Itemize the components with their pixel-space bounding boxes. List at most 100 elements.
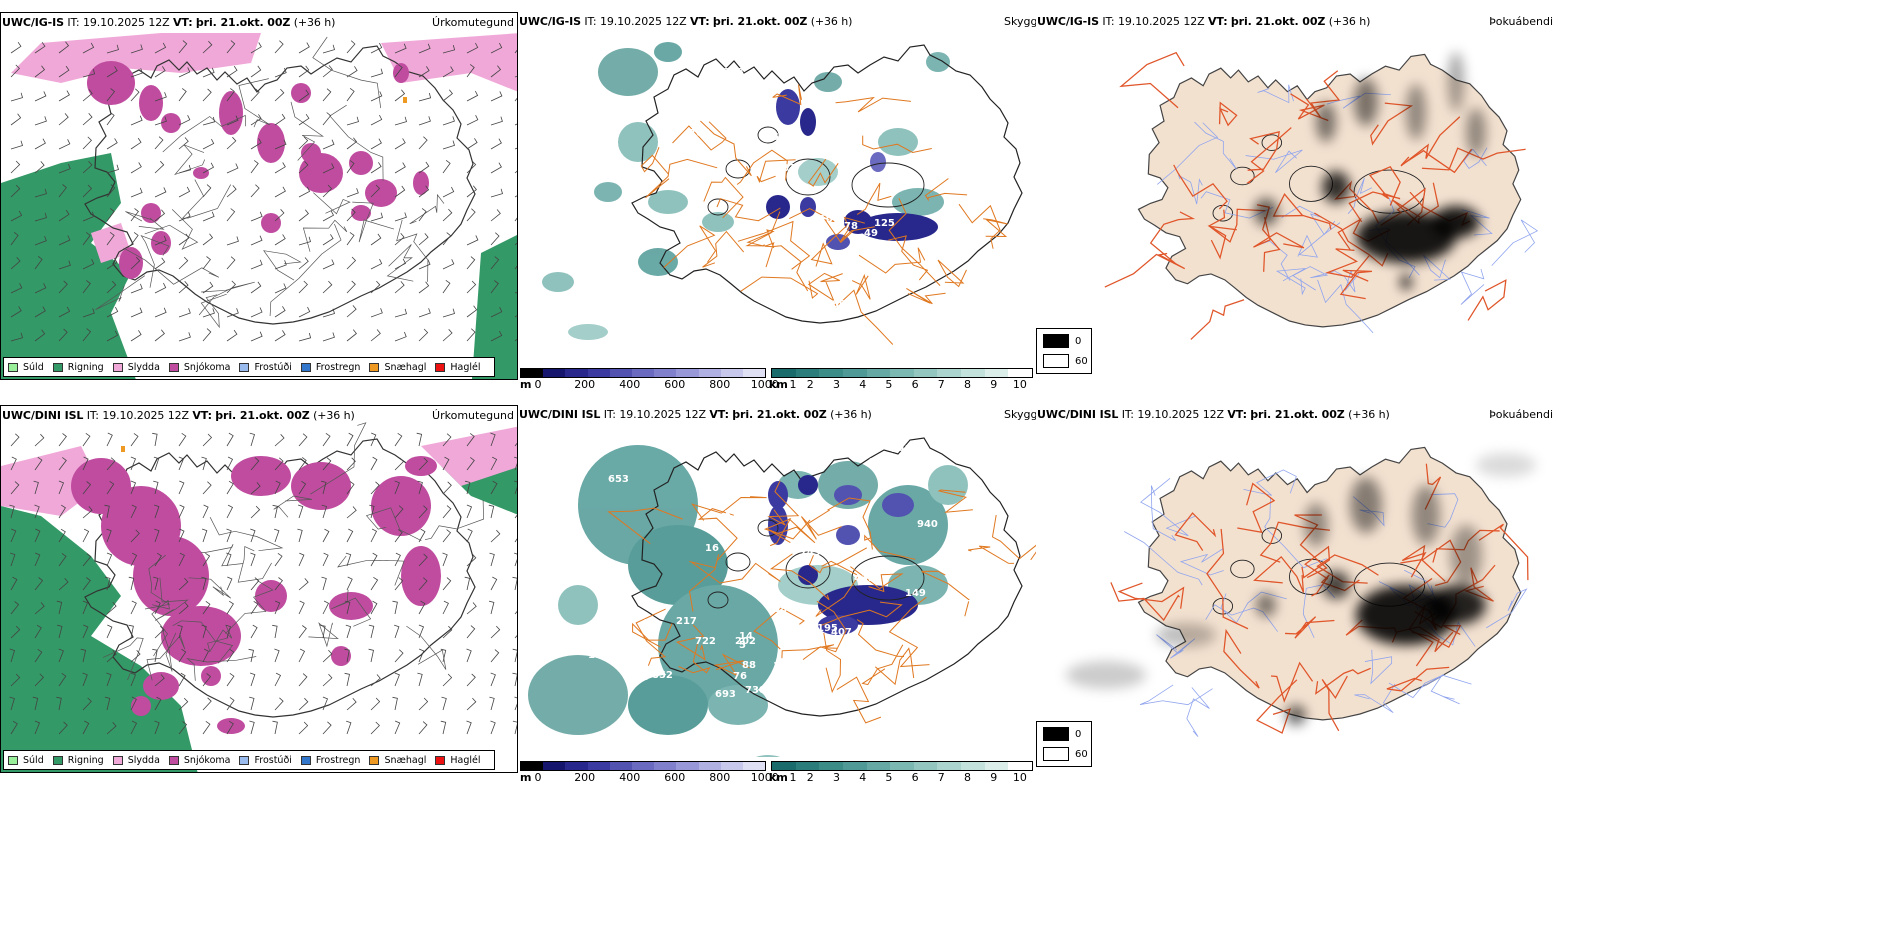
- wind-barb: [370, 528, 378, 543]
- wind-barb: [226, 163, 239, 174]
- wind-barb: [322, 600, 330, 615]
- colorbar-segment: [842, 762, 867, 770]
- legend-item: Frostúði: [239, 362, 292, 373]
- road-line: [302, 219, 348, 252]
- wind-barb: [418, 697, 429, 711]
- wind-barb: [34, 720, 41, 735]
- legend-item: Súld: [8, 362, 44, 373]
- legend-swatch: [8, 362, 18, 372]
- wind-barb: [34, 255, 43, 270]
- cloud-base-colorbar: 0 200 400 600 800 1000 m: [520, 368, 779, 392]
- wind-barb: [344, 648, 350, 663]
- wind-barb: [154, 160, 165, 174]
- colorbar-segment: [1008, 762, 1033, 770]
- colorbar-tick: 6: [911, 378, 919, 391]
- wind-barb: [417, 672, 423, 687]
- wind-barb: [58, 648, 64, 663]
- fog-indicator-map: [1104, 51, 1539, 340]
- wind-barb: [514, 552, 517, 567]
- road-line: [1339, 269, 1373, 300]
- wind-barb: [58, 113, 69, 126]
- wind-barb: [490, 65, 502, 78]
- wind-barb: [106, 306, 119, 318]
- road-line: [858, 247, 926, 274]
- colorbar-tick: 1000: [750, 771, 779, 784]
- legend-item: Snæhagl: [369, 362, 426, 373]
- road-line: [691, 562, 781, 584]
- wind-barb: [10, 231, 19, 246]
- cloud-base-patch: [800, 197, 816, 217]
- wind-barb: [442, 208, 453, 222]
- road-line: [839, 216, 875, 243]
- snow-patch: [133, 536, 209, 616]
- precip-type-map-panel-2[interactable]: UWC/DINI ISL IT: 19.10.2025 12Z VT: þri.…: [0, 405, 518, 773]
- cloud-visibility-map-panel-1[interactable]: 99 276 287 218 173 63 765 255 300 250 160 78 87 87 125…: [518, 12, 1038, 364]
- road-line: [162, 114, 246, 153]
- snow-area: [71, 456, 441, 734]
- wind-barb: [34, 552, 41, 567]
- precip-type-map-panel-1[interactable]: UWC/IG-IS IT: 19.10.2025 12Z VT: þri. 21…: [0, 12, 518, 380]
- road-line: [807, 158, 839, 187]
- precip-type-map: [1, 422, 517, 772]
- wind-barb: [346, 329, 357, 342]
- wind-barb: [370, 697, 381, 711]
- fog-field-name: Þokuábendi: [1489, 408, 1553, 421]
- colorbar-segment: [565, 762, 588, 770]
- wind-barb: [130, 307, 143, 318]
- visibility-patch: [558, 585, 598, 625]
- legend-label: Rigning: [67, 754, 104, 766]
- wind-barb: [298, 89, 310, 102]
- wind-barb: [58, 65, 70, 78]
- fog-indicator-map-panel-2[interactable]: UWC/DINI ISL IT: 19.10.2025 12Z VT: þri.…: [1036, 405, 1556, 757]
- wind-barb: [106, 722, 117, 735]
- wind-barb: [58, 553, 67, 567]
- cloud-visibility-map: 99 276 287 218 173 63 765 255 300 250 160 78 87 87 125…: [542, 42, 1023, 345]
- wind-barb: [58, 457, 67, 471]
- wind-barb: [226, 208, 236, 222]
- wind-barb: [178, 697, 189, 711]
- colorbar-segment: [866, 762, 891, 770]
- cloud-base-value-label: 183: [925, 650, 946, 661]
- road-line: [645, 158, 718, 199]
- wind-barb: [250, 114, 262, 126]
- wind-barb: [202, 697, 212, 711]
- wind-barb: [418, 577, 428, 591]
- wind-barb: [178, 577, 189, 591]
- fog-patch: [1256, 593, 1276, 617]
- wind-barb: [490, 649, 500, 663]
- wind-barb: [34, 648, 43, 663]
- wind-barb: [370, 600, 378, 615]
- wind-barb: [370, 233, 382, 246]
- visibility-patch: [878, 128, 918, 156]
- fog-indicator-map-panel-1[interactable]: UWC/IG-IS IT: 19.10.2025 12Z VT: þri. 21…: [1036, 12, 1556, 364]
- road-line: [154, 577, 189, 621]
- wind-barb: [80, 648, 87, 663]
- fog-legend-label: 0: [1075, 728, 1082, 740]
- wind-barb: [178, 256, 189, 270]
- road-line: [825, 281, 894, 345]
- wind-barb: [250, 457, 260, 471]
- road-line: [172, 620, 234, 664]
- wind-barb: [442, 329, 453, 342]
- wind-barb: [394, 212, 407, 222]
- wind-barb: [202, 673, 212, 687]
- road-line: [310, 422, 367, 495]
- cloud-visibility-map-panel-2[interactable]: 852 137 16 103 751 149 407 299 420 693 342 368 185 65…: [518, 405, 1038, 757]
- road-line: [769, 553, 830, 601]
- wind-barb: [202, 328, 212, 342]
- fog-legend-label: 0: [1075, 335, 1082, 347]
- legend-item: Frostregn: [300, 362, 360, 373]
- road-line: [1421, 147, 1526, 171]
- colorbar-segment: [772, 762, 796, 770]
- wind-barb: [322, 210, 335, 222]
- wind-barb: [10, 433, 20, 447]
- road-line: [1314, 212, 1389, 267]
- wind-barb: [130, 187, 143, 198]
- colorbar-tick: 200: [574, 378, 596, 391]
- road-line: [406, 625, 447, 670]
- colorbar-unit: km: [769, 378, 788, 391]
- wind-barb: [466, 64, 475, 78]
- wind-barb: [154, 282, 167, 294]
- wind-barb: [274, 648, 280, 663]
- road-line: [1186, 687, 1210, 737]
